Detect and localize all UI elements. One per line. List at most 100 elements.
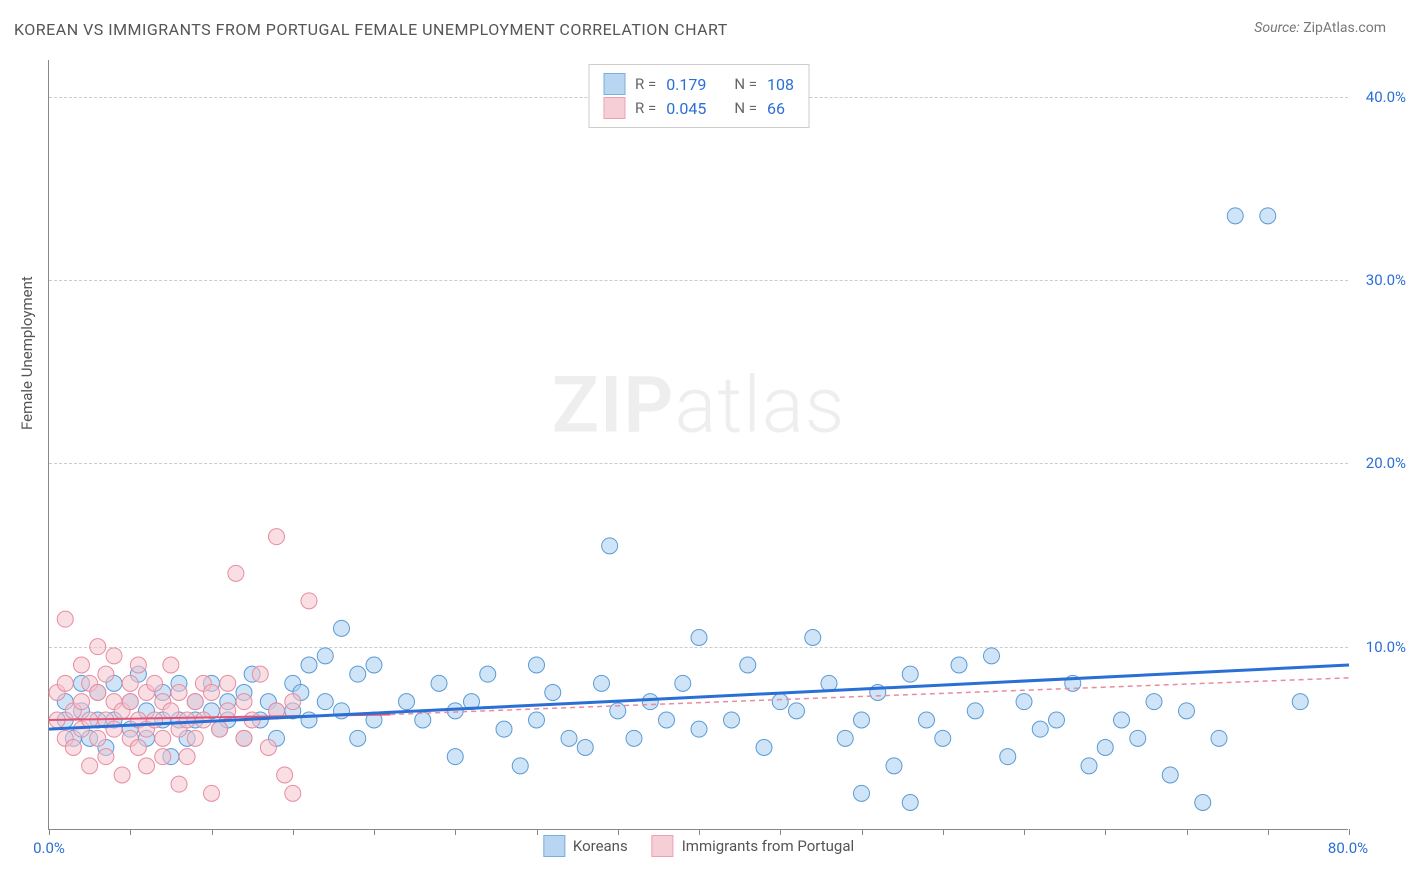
data-point — [1016, 694, 1032, 710]
data-point — [277, 767, 293, 783]
source-attribution: Source: ZipAtlas.com — [1254, 20, 1386, 36]
data-point — [220, 675, 236, 691]
data-point — [545, 685, 561, 701]
data-point — [122, 675, 138, 691]
y-tick-label: 10.0% — [1352, 638, 1406, 656]
data-point — [301, 593, 317, 609]
data-point — [106, 721, 122, 737]
data-point — [98, 666, 114, 682]
data-point — [902, 666, 918, 682]
data-point — [187, 730, 203, 746]
data-point — [90, 685, 106, 701]
data-point — [740, 657, 756, 673]
chart-container: KOREAN VS IMMIGRANTS FROM PORTUGAL FEMAL… — [0, 0, 1406, 892]
legend-row-portugal: R = 0.045 N = 66 — [603, 97, 794, 119]
data-point — [577, 740, 593, 756]
data-point — [919, 712, 935, 728]
x-tick — [1349, 829, 1350, 835]
data-point — [130, 657, 146, 673]
data-point — [317, 648, 333, 664]
data-point — [163, 703, 179, 719]
legend-label-koreans: Koreans — [573, 837, 628, 855]
data-point — [447, 749, 463, 765]
data-point — [187, 694, 203, 710]
legend-row-koreans: R = 0.179 N = 108 — [603, 73, 794, 95]
data-point — [350, 666, 366, 682]
n-label: N = — [734, 75, 757, 93]
data-point — [854, 712, 870, 728]
data-point — [1130, 730, 1146, 746]
scatter-svg — [49, 60, 1348, 829]
data-point — [1000, 749, 1016, 765]
data-point — [98, 749, 114, 765]
data-point — [854, 785, 870, 801]
y-tick-label: 20.0% — [1352, 454, 1406, 472]
data-point — [512, 758, 528, 774]
data-point — [285, 785, 301, 801]
data-point — [90, 639, 106, 655]
data-point — [155, 730, 171, 746]
data-point — [805, 630, 821, 646]
data-point — [139, 758, 155, 774]
data-point — [756, 740, 772, 756]
data-point — [236, 730, 252, 746]
data-point — [480, 666, 496, 682]
data-point — [772, 694, 788, 710]
data-point — [179, 712, 195, 728]
x-tick — [1105, 829, 1106, 835]
x-tick — [374, 829, 375, 835]
data-point — [691, 630, 707, 646]
data-point — [130, 740, 146, 756]
data-point — [1162, 767, 1178, 783]
x-tick — [212, 829, 213, 835]
data-point — [204, 685, 220, 701]
data-point — [431, 675, 447, 691]
data-point — [106, 648, 122, 664]
data-point — [529, 657, 545, 673]
data-point — [204, 785, 220, 801]
data-point — [155, 749, 171, 765]
x-tick — [455, 829, 456, 835]
data-point — [675, 675, 691, 691]
data-point — [967, 703, 983, 719]
data-point — [171, 776, 187, 792]
swatch-portugal-bottom — [652, 835, 674, 857]
data-point — [317, 694, 333, 710]
data-point — [1179, 703, 1195, 719]
legend-item-koreans: Koreans — [543, 835, 628, 857]
data-point — [82, 758, 98, 774]
data-point — [1097, 740, 1113, 756]
chart-title: KOREAN VS IMMIGRANTS FROM PORTUGAL FEMAL… — [14, 20, 728, 39]
data-point — [350, 730, 366, 746]
data-point — [1260, 208, 1276, 224]
trend-line — [390, 678, 1349, 715]
x-tick — [1024, 829, 1025, 835]
data-point — [626, 730, 642, 746]
x-tick — [537, 829, 538, 835]
data-point — [1146, 694, 1162, 710]
data-point — [1195, 795, 1211, 811]
data-point — [1032, 721, 1048, 737]
data-point — [1081, 758, 1097, 774]
n-label: N = — [734, 99, 757, 117]
data-point — [236, 694, 252, 710]
data-point — [724, 712, 740, 728]
data-point — [163, 657, 179, 673]
data-point — [1227, 208, 1243, 224]
x-tick — [293, 829, 294, 835]
data-point — [212, 721, 228, 737]
x-tick — [1187, 829, 1188, 835]
r-label: R = — [635, 99, 656, 117]
data-point — [984, 648, 1000, 664]
data-point — [399, 694, 415, 710]
data-point — [561, 730, 577, 746]
x-tick-label-min: 0.0% — [33, 839, 65, 857]
data-point — [57, 611, 73, 627]
data-point — [252, 666, 268, 682]
data-point — [951, 657, 967, 673]
swatch-koreans — [603, 73, 625, 95]
data-point — [57, 675, 73, 691]
x-tick — [130, 829, 131, 835]
data-point — [65, 740, 81, 756]
data-point — [366, 657, 382, 673]
